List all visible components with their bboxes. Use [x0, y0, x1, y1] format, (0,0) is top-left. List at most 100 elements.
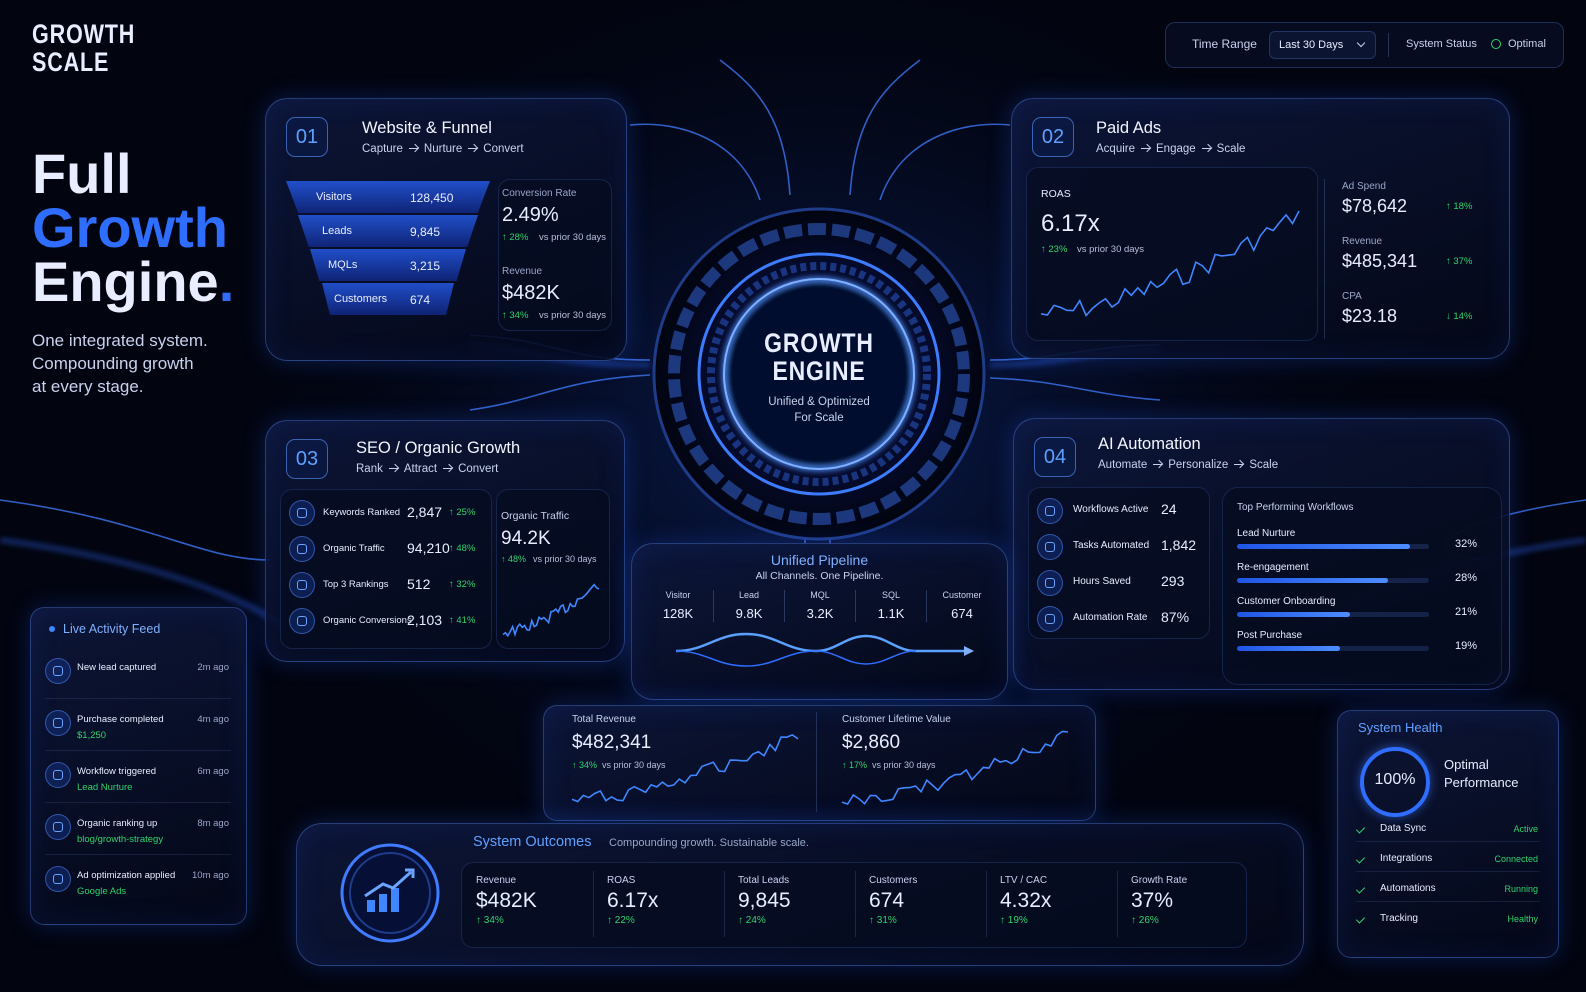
- row-icon: [289, 608, 315, 634]
- health-label: Performance: [1444, 775, 1519, 790]
- time-range-dropdown[interactable]: Last 30 Days: [1269, 31, 1376, 59]
- side-change: ↑ 37%: [1446, 256, 1473, 267]
- side-value: $485,341: [1342, 251, 1418, 271]
- side-label: Ad Spend: [1342, 181, 1386, 192]
- activity-divider: [45, 854, 231, 855]
- roas-note: vs prior 30 days: [1077, 244, 1145, 255]
- workflow-name: Customer Onboarding: [1237, 596, 1336, 607]
- revenue-label: Customer Lifetime Value: [842, 714, 951, 725]
- steps: Rank Attract Convert: [356, 463, 498, 475]
- hero-title-dot: .: [218, 250, 235, 313]
- row-icon: [289, 536, 315, 562]
- activity-divider: [45, 698, 231, 699]
- funnel-stage: Customers 674: [322, 283, 454, 315]
- step-arrow: [388, 468, 398, 470]
- row-label: Organic Traffic: [323, 543, 385, 554]
- pipeline-flow: [676, 632, 974, 667]
- metric-note: vs prior 30 days: [539, 310, 607, 321]
- status-label: System Status: [1406, 38, 1477, 50]
- revenue-note: vs prior 30 days: [872, 760, 936, 770]
- workflow-bar: [1237, 646, 1340, 651]
- step: Convert: [458, 463, 499, 475]
- revenue-note: vs prior 30 days: [602, 760, 666, 770]
- outcome-label: Revenue: [476, 875, 517, 886]
- activity-text: Purchase completed: [77, 714, 164, 725]
- hero-title: Full: [32, 142, 132, 205]
- activity-time: 8m ago: [197, 818, 229, 829]
- health-item: Data Sync: [1380, 823, 1427, 834]
- step-arrow: [468, 148, 478, 150]
- metric-label: Revenue: [502, 266, 543, 277]
- steps: Capture Nurture Convert: [362, 143, 524, 155]
- step-arrow: [1234, 464, 1244, 466]
- workflows-panel: Top Performing Workflows Lead Nurture 32% R…: [1222, 487, 1502, 685]
- time-range-value: Last 30 Days: [1279, 39, 1344, 51]
- outcome-label: Total Leads: [738, 875, 790, 886]
- outcomes-card: System Outcomes Compounding growth. Susta…: [296, 823, 1304, 966]
- row-value: 94,210: [407, 540, 450, 556]
- ai-automation-card: 04 AI Automation Automate Personalize Scale W…: [1013, 418, 1510, 690]
- metric-value: 2.49%: [502, 204, 559, 226]
- brand-line: GROWTH: [32, 19, 136, 49]
- section-title: SEO / Organic Growth: [356, 439, 521, 457]
- row-label: Tasks Automated: [1073, 540, 1150, 551]
- step: Rank: [356, 463, 383, 475]
- row-value: 24: [1161, 501, 1177, 517]
- metric-value: $482K: [502, 282, 560, 304]
- outcome-value: 9,845: [738, 889, 791, 912]
- activity-time: 2m ago: [197, 662, 229, 673]
- row-label: Automation Rate: [1073, 612, 1148, 623]
- step-arrow: [408, 148, 418, 150]
- workflow-share: 28%: [1455, 572, 1478, 584]
- side-label: Revenue: [1342, 236, 1383, 247]
- engine-subtitle: Unified & Optimized: [768, 396, 870, 408]
- sparkline-path: [841, 730, 1069, 805]
- step: Scale: [1216, 143, 1246, 155]
- engine-title: GROWTH: [764, 328, 874, 358]
- metric-change: ↑ 34%: [502, 310, 529, 321]
- health-divider: [1356, 901, 1540, 902]
- side-change: ↑ 18%: [1446, 201, 1473, 212]
- outcomes-subtitle: Compounding growth. Sustainable scale.: [609, 837, 809, 849]
- health-item: Automations: [1380, 883, 1436, 894]
- activity-text: Workflow triggered: [77, 766, 157, 777]
- stage-value: 1.1K: [877, 606, 905, 621]
- hero-title: Engine.: [32, 254, 234, 310]
- stage-value: 3.2K: [806, 606, 834, 621]
- row-icon: [1037, 606, 1063, 632]
- step-arrow: [1201, 148, 1211, 150]
- outcome-divider: [593, 871, 594, 937]
- panel-divider: [816, 712, 817, 812]
- activity-icon: [45, 710, 71, 736]
- hero-tagline: One integrated system.: [32, 331, 208, 350]
- traffic-panel: Organic Traffic 94.2K ↑ 48% vs prior 30 day…: [496, 489, 610, 649]
- section-number: 03: [286, 439, 328, 479]
- health-title: System Health: [1358, 720, 1443, 735]
- row-value: 2,103: [407, 612, 443, 628]
- revenue-value: $482,341: [572, 732, 652, 753]
- activity-icon: [45, 762, 71, 788]
- status-dot: [1491, 39, 1501, 49]
- outcome-value: $482K: [476, 889, 537, 912]
- step: Personalize: [1168, 459, 1229, 471]
- activity-text: New lead captured: [77, 662, 157, 673]
- engine-title: ENGINE: [772, 356, 866, 386]
- step-arrow: [443, 468, 453, 470]
- stage-divider: [855, 590, 856, 622]
- steps: Automate Personalize Scale: [1098, 459, 1278, 471]
- activity-text: Ad optimization applied: [77, 870, 176, 881]
- workflow-name: Lead Nurture: [1237, 528, 1296, 539]
- activity-title: Live Activity Feed: [63, 622, 161, 636]
- step: Acquire: [1096, 143, 1135, 155]
- funnel-value: 128,450: [410, 191, 454, 205]
- roas-panel: ROAS 6.17x ↑ 23% vs prior 30 days: [1026, 167, 1318, 341]
- dropdown-chevron: [1356, 38, 1366, 48]
- workflow-share: 21%: [1455, 606, 1478, 618]
- row-change: ↑ 41%: [449, 615, 476, 626]
- step: Scale: [1249, 459, 1279, 471]
- activity-detail: Lead Nurture: [77, 782, 133, 793]
- sparkline: [502, 583, 600, 638]
- health-ring: [1360, 747, 1430, 817]
- traffic-label: Organic Traffic: [501, 510, 570, 522]
